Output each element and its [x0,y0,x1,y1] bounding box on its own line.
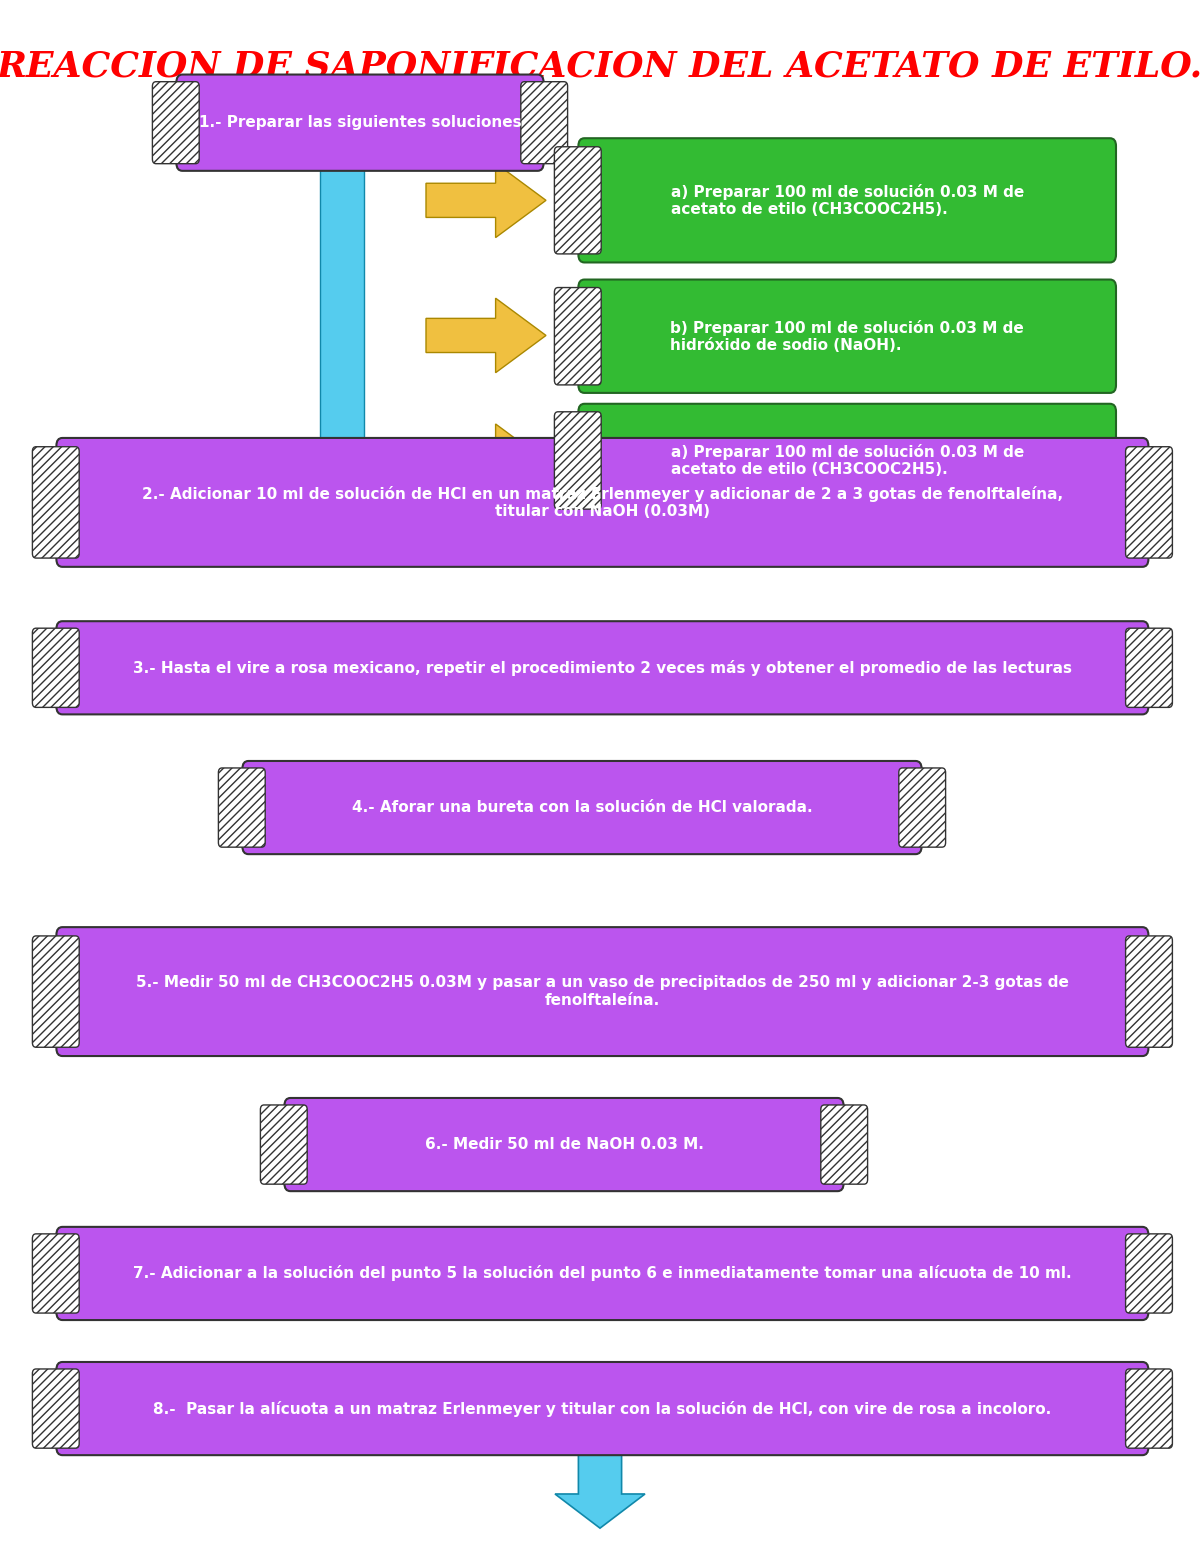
FancyBboxPatch shape [56,1362,1148,1455]
FancyBboxPatch shape [284,1098,844,1191]
FancyBboxPatch shape [578,138,1116,262]
FancyBboxPatch shape [554,287,601,385]
FancyBboxPatch shape [32,1370,79,1447]
Text: 3.- Hasta el vire a rosa mexicano, repetir el procedimiento 2 veces más y obtene: 3.- Hasta el vire a rosa mexicano, repet… [133,660,1072,676]
FancyBboxPatch shape [554,412,601,509]
FancyBboxPatch shape [218,767,265,848]
FancyArrow shape [554,769,646,846]
FancyBboxPatch shape [1126,447,1172,558]
Text: 6.- Medir 50 ml de NaOH 0.03 M.: 6.- Medir 50 ml de NaOH 0.03 M. [425,1137,703,1152]
FancyBboxPatch shape [32,447,79,558]
FancyBboxPatch shape [32,627,79,708]
FancyBboxPatch shape [578,280,1116,393]
FancyArrow shape [554,935,646,1048]
FancyArrow shape [554,1370,646,1447]
FancyArrow shape [426,298,546,373]
FancyBboxPatch shape [176,75,544,171]
FancyBboxPatch shape [56,438,1148,567]
FancyArrow shape [554,1447,646,1528]
FancyBboxPatch shape [152,82,199,163]
FancyBboxPatch shape [554,148,601,255]
Text: 8.-  Pasar la alícuota a un matraz Erlenmeyer y titular con la solución de HCl, : 8.- Pasar la alícuota a un matraz Erlenm… [154,1401,1051,1416]
FancyBboxPatch shape [1126,1233,1172,1314]
Text: b) Preparar 100 ml de solución 0.03 M de
hidróxido de sodio (NaOH).: b) Preparar 100 ml de solución 0.03 M de… [671,320,1024,353]
FancyBboxPatch shape [1126,936,1172,1047]
FancyBboxPatch shape [1126,627,1172,708]
FancyBboxPatch shape [32,1233,79,1314]
FancyBboxPatch shape [821,1106,868,1183]
FancyBboxPatch shape [56,927,1148,1056]
FancyArrow shape [426,424,546,499]
Text: 2.- Adicionar 10 ml de solución de HCl en un matraz Erlenmeyer y adicionar de 2 : 2.- Adicionar 10 ml de solución de HCl e… [142,486,1063,519]
FancyArrow shape [296,474,386,554]
FancyBboxPatch shape [56,1227,1148,1320]
Text: 1.- Preparar las siguientes soluciones: 1.- Preparar las siguientes soluciones [199,115,521,130]
FancyBboxPatch shape [1126,1370,1172,1447]
FancyArrow shape [554,1106,646,1183]
FancyArrow shape [554,1235,646,1312]
Bar [320,82,364,474]
FancyArrow shape [554,629,646,707]
FancyBboxPatch shape [578,404,1116,517]
Text: 4.- Aforar una bureta con la solución de HCl valorada.: 4.- Aforar una bureta con la solución de… [352,800,812,815]
FancyBboxPatch shape [242,761,922,854]
Text: 7.- Adicionar a la solución del punto 5 la solución del punto 6 e inmediatamente: 7.- Adicionar a la solución del punto 5 … [133,1266,1072,1281]
FancyBboxPatch shape [899,767,946,848]
Text: REACCION DE SAPONIFICACION DEL ACETATO DE ETILO.: REACCION DE SAPONIFICACION DEL ACETATO D… [0,50,1200,84]
Text: 5.- Medir 50 ml de CH3COOC2H5 0.03M y pasar a un vaso de precipitados de 250 ml : 5.- Medir 50 ml de CH3COOC2H5 0.03M y pa… [136,975,1069,1008]
FancyArrow shape [554,446,646,559]
Text: a) Preparar 100 ml de solución 0.03 M de
acetato de etilo (CH3COOC2H5).: a) Preparar 100 ml de solución 0.03 M de… [671,444,1024,477]
FancyBboxPatch shape [32,936,79,1047]
FancyBboxPatch shape [521,82,568,163]
Text: a) Preparar 100 ml de solución 0.03 M de
acetato de etilo (CH3COOC2H5).: a) Preparar 100 ml de solución 0.03 M de… [671,183,1024,217]
FancyBboxPatch shape [260,1106,307,1183]
FancyArrow shape [426,163,546,238]
FancyBboxPatch shape [56,621,1148,714]
